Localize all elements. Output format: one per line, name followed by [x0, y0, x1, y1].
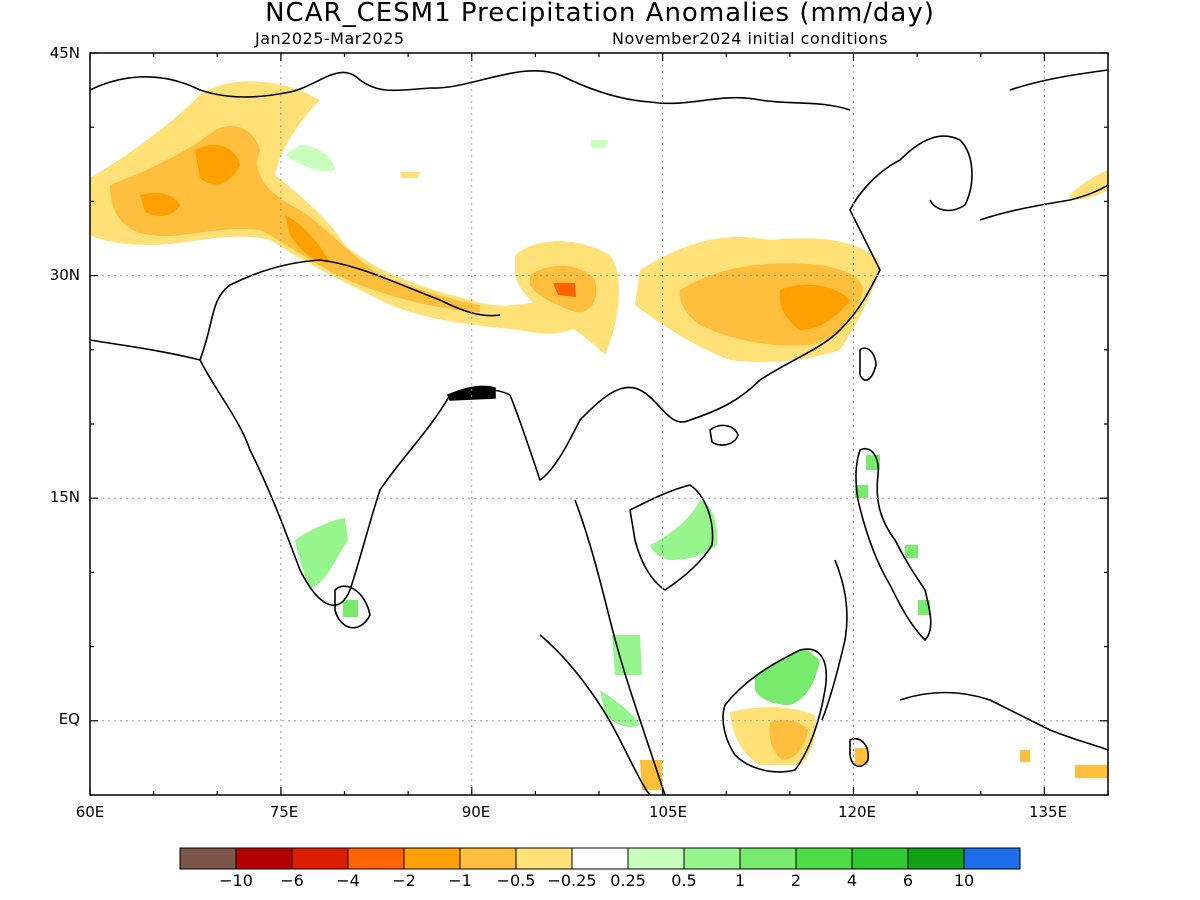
anomaly-region-indonesia-east	[855, 748, 1108, 778]
colorbar-swatch	[795, 847, 853, 870]
coastline-malay-peninsula	[574, 499, 666, 796]
y-tick-label: 45N	[49, 44, 80, 62]
colorbar-swatch	[459, 847, 517, 870]
colorbar-label: 6	[902, 871, 914, 890]
anomaly-small-tibet	[400, 172, 420, 178]
coastline-north	[89, 71, 431, 98]
colorbar-swatch	[907, 847, 965, 870]
colorbar-swatch	[627, 847, 685, 870]
coastline-japan	[979, 184, 1109, 221]
x-tick-label: 60E	[75, 803, 105, 821]
forecast-period: Jan2025-Mar2025	[255, 29, 405, 48]
colorbar-label: 10	[953, 871, 975, 890]
wet-anomaly-central-asia	[285, 145, 335, 172]
anomaly-region-west-strong	[140, 145, 330, 263]
coastline-palawan	[821, 559, 848, 721]
coastline-southeast-asia	[509, 159, 901, 481]
colorbar-label: 1	[734, 871, 746, 890]
coastline-taiwan	[859, 347, 877, 381]
x-tick-label: 105E	[648, 803, 688, 821]
x-tick-label: 120E	[837, 803, 877, 821]
y-tick-label: 15N	[49, 488, 80, 506]
coastline-philippines	[855, 448, 932, 641]
anomaly-shading	[90, 81, 1108, 790]
colorbar-label: 0.5	[671, 871, 697, 890]
colorbar-label: −10	[219, 871, 253, 890]
coastline-sumatra	[539, 634, 651, 796]
colorbar-label: 4	[846, 871, 858, 890]
colorbar-swatch	[515, 847, 573, 870]
colorbar-swatch	[347, 847, 405, 870]
coastline-sulawesi-newguinea	[849, 691, 1109, 768]
colorbar-label: −4	[336, 871, 360, 890]
y-tick-label: EQ	[58, 710, 80, 728]
colorbar-swatch	[571, 847, 629, 870]
coastline-hainan	[709, 424, 739, 446]
coastline-india	[89, 339, 511, 607]
colorbar-label: −2	[392, 871, 416, 890]
border-mongolia	[429, 70, 851, 111]
coastline-borneo	[722, 648, 827, 773]
border-himalaya	[199, 259, 501, 361]
gridlines	[90, 53, 1108, 795]
coastlines-and-borders	[89, 69, 1109, 796]
colorbar	[179, 847, 1021, 870]
colorbar-swatch	[963, 847, 1021, 870]
colorbar-swatch	[851, 847, 909, 870]
initial-conditions: November2024 initial conditions	[612, 29, 888, 48]
colorbar-swatch	[179, 847, 237, 870]
x-tick-label: 90E	[461, 803, 491, 821]
wet-anomaly-north-borneo	[755, 648, 820, 705]
colorbar-label: −0.25	[547, 871, 597, 890]
colorbar-swatch	[291, 847, 349, 870]
colorbar-swatch	[739, 847, 797, 870]
x-tick-label: 75E	[269, 803, 299, 821]
colorbar-swatch	[235, 847, 293, 870]
anomaly-region-south-china-strong	[779, 284, 850, 330]
colorbar-swatch	[403, 847, 461, 870]
x-tick-label: 135E	[1028, 803, 1068, 821]
wet-anomaly-malay-sumatra	[600, 635, 642, 727]
wet-anomaly-north-china	[590, 140, 608, 148]
coastline-sri-lanka	[334, 585, 371, 629]
anomaly-region-eastern-himalaya-strong	[553, 283, 576, 297]
wet-anomaly-south-india	[295, 518, 348, 588]
coastline-ganges-delta	[447, 385, 496, 401]
anomaly-region-japan	[1070, 170, 1108, 200]
colorbar-swatch	[683, 847, 741, 870]
colorbar-label: 0.25	[610, 871, 646, 890]
anomaly-region-south-borneo-moderate	[769, 720, 808, 760]
wet-anomaly-sri-lanka	[343, 600, 358, 617]
coastline-korea	[899, 135, 973, 212]
coastline-northeast	[1009, 69, 1109, 91]
axis-ticks	[89, 52, 1109, 796]
coastline-indochina	[629, 484, 714, 591]
chart-title: NCAR_CESM1 Precipitation Anomalies (mm/d…	[265, 0, 935, 28]
colorbar-label: −6	[280, 871, 304, 890]
y-tick-label: 30N	[49, 266, 80, 284]
wet-anomaly-indochina	[650, 500, 718, 560]
colorbar-label: −1	[448, 871, 472, 890]
colorbar-label: −0.5	[496, 871, 536, 890]
colorbar-label: 2	[790, 871, 802, 890]
